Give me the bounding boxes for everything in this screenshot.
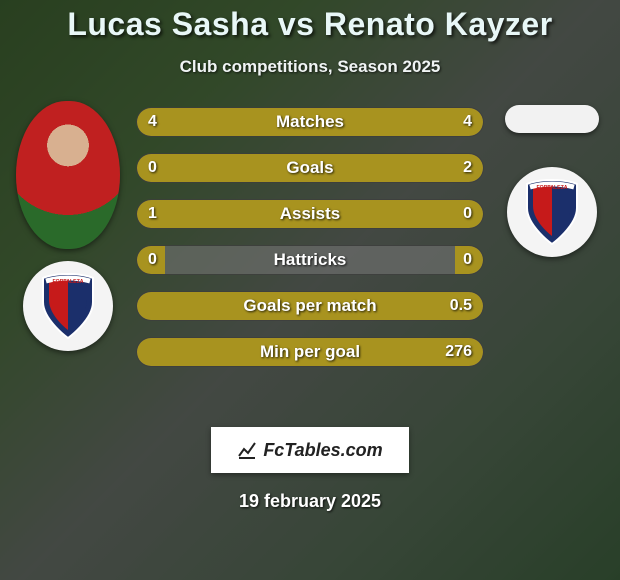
page-title: Lucas Sasha vs Renato Kayzer [0,6,620,43]
stat-bar-left-fill [137,338,165,366]
stat-bars: 44Matches02Goals10Assists00Hattricks0.5G… [136,107,484,383]
stat-value-right: 0 [463,199,472,229]
brand-logo: FcTables.com [211,427,409,473]
badge-text: FORTALEZA [536,185,567,191]
stat-row: 00Hattricks [136,245,484,275]
stat-bar-left-fill [137,200,455,228]
shield-icon: FORTALEZA [39,272,97,340]
stat-bar-left-fill [137,108,310,136]
stat-row: 02Goals [136,153,484,183]
chart-icon [237,440,257,460]
stat-value-left: 0 [148,245,157,275]
stat-value-left: 0 [148,153,157,183]
stat-bar-track [136,107,484,137]
stat-bar-track [136,291,484,321]
stat-bar-right-fill [165,338,483,366]
stat-row: 0.5Goals per match [136,291,484,321]
subtitle: Club competitions, Season 2025 [0,57,620,77]
stat-value-right: 276 [445,337,472,367]
date-line: 19 february 2025 [0,491,620,512]
stat-value-right: 0.5 [450,291,472,321]
right-player-column: FORTALEZA [492,101,612,257]
stat-row: 44Matches [136,107,484,137]
stat-bar-right-fill [165,292,483,320]
stat-bar-right-fill [310,108,483,136]
stat-bar-track [136,199,484,229]
stat-value-right: 0 [463,245,472,275]
brand-label: FcTables.com [263,440,382,461]
stat-bar-left-fill [137,292,165,320]
player-left-club-badge: FORTALEZA [23,261,113,351]
stat-row: 10Assists [136,199,484,229]
stat-value-right: 4 [463,107,472,137]
player-left-photo [16,101,120,249]
left-player-column: FORTALEZA [8,101,128,351]
stats-area: FORTALEZA FORTALEZA [0,107,620,417]
stat-value-right: 2 [463,153,472,183]
shield-icon: FORTALEZA [523,178,581,246]
stat-bar-track [136,337,484,367]
stat-value-left: 1 [148,199,157,229]
stat-value-left: 4 [148,107,157,137]
player-right-club-badge: FORTALEZA [507,167,597,257]
stat-bar-right-fill [165,154,483,182]
badge-text: FORTALEZA [52,279,83,285]
stat-row: 276Min per goal [136,337,484,367]
stat-bar-track [136,245,484,275]
player-right-photo-placeholder [505,105,599,133]
stat-bar-track [136,153,484,183]
